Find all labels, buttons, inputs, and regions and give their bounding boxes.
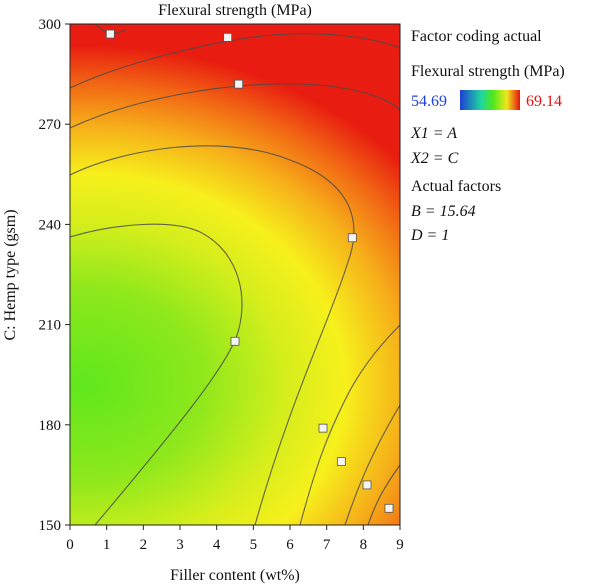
legend-heading: Factor coding actual [411,28,542,45]
x-tick-label: 4 [213,537,221,553]
chart-title: Flexural strength (MPa) [158,2,312,19]
contour-label-marker [362,480,372,490]
contour-label-marker [234,79,244,89]
contour-line [70,223,243,525]
x-tick-label: 0 [66,537,74,553]
contour-label-marker [336,457,346,466]
x-tick-label: 9 [396,537,404,553]
legend-mapping-x: X1 = A [410,125,457,142]
y-axis: 150 180 210 240 270 300 [39,17,70,534]
x-tick-label: 2 [140,537,148,553]
contour-label-marker [105,29,115,39]
response-surface [70,24,400,525]
contour-label-marker [384,503,394,513]
plot-frame [69,23,401,526]
contour-line [70,83,400,129]
legend-max-value: 69.14 [526,93,562,110]
legend-panel: Factor coding actual Flexural strength (… [410,28,565,244]
plot-area [70,24,400,525]
contour-line [70,33,400,89]
contour-label-marker [230,336,240,346]
legend-factor-d: D = 1 [410,227,449,244]
y-tick-label: 210 [39,318,62,334]
contour-label-marker [318,423,328,433]
x-tick-label: 3 [176,537,184,553]
contour-label-marker [223,32,233,42]
y-tick-label: 150 [39,518,62,534]
legend-actual-factors: Actual factors [411,178,501,195]
legend-factor-b: B = 15.64 [411,203,476,220]
x-tick-label: 7 [323,537,331,553]
legend-mapping-y: X2 = C [410,150,459,167]
legend-min-value: 54.69 [411,93,447,110]
contour-line [367,464,400,525]
y-tick-label: 270 [39,117,62,133]
y-tick-label: 300 [39,17,62,33]
contour-label-marker [347,233,357,243]
y-tick-label: 180 [39,418,62,434]
x-tick-label: 8 [360,537,368,553]
x-tick-label: 1 [103,537,111,553]
contour-line [299,324,400,525]
legend-response: Flexural strength (MPa) [411,63,565,80]
x-tick-label: 6 [286,537,294,553]
contour-line [70,145,355,525]
x-axis: 0 1 2 3 4 5 6 7 8 9 [66,525,404,553]
contour-line [344,404,400,525]
contour-labels [105,29,394,513]
x-axis-title: Filler content (wt%) [170,567,300,584]
x-tick-label: 5 [250,537,258,553]
y-tick-label: 240 [39,217,62,233]
y-axis-title: C: Hemp type (gsm) [2,209,19,340]
legend-color-bar [460,90,520,110]
